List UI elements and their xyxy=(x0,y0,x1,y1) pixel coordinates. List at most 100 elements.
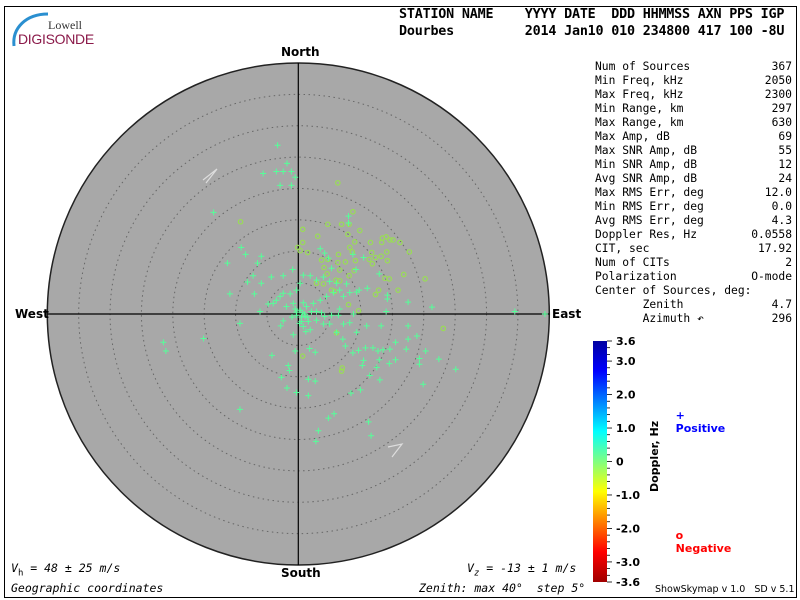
stats-row: Min SNR Amp, dB 12 xyxy=(595,158,792,172)
colorbar-tick-label: -3.0 xyxy=(616,556,640,569)
positive-source-point xyxy=(277,182,284,189)
negative-source-point xyxy=(383,249,390,255)
positive-source-point xyxy=(302,328,309,335)
positive-source-point xyxy=(380,346,387,353)
stats-label: Zenith xyxy=(595,298,684,311)
legend-negative: o Negative xyxy=(668,516,732,555)
positive-source-point xyxy=(376,356,383,363)
positive-source-point xyxy=(307,326,314,333)
stats-value: 24 xyxy=(778,172,792,185)
positive-source-point xyxy=(305,392,312,399)
positive-source-point xyxy=(356,287,363,294)
negative-source-point xyxy=(406,249,413,255)
positive-source-point xyxy=(236,406,243,413)
positive-source-point xyxy=(305,318,312,325)
stats-value: O-mode xyxy=(751,270,792,283)
negative-source-point xyxy=(390,237,396,243)
negative-source-point xyxy=(299,239,306,246)
logo-lowell-text: Lowell xyxy=(48,18,82,32)
stats-value: 17.92 xyxy=(757,242,792,255)
positive-source-point xyxy=(292,174,299,181)
positive-source-point xyxy=(297,307,304,314)
negative-source-point xyxy=(397,239,403,246)
negative-source-point xyxy=(375,287,382,293)
positive-source-point xyxy=(340,293,347,300)
positive-source-point xyxy=(313,317,320,324)
positive-source-point xyxy=(312,349,319,356)
positive-source-point xyxy=(365,418,372,425)
stats-label: Num of Sources xyxy=(595,60,691,73)
positive-source-point xyxy=(386,360,393,367)
header-values: Dourbes 2014 Jan10 010 234800 417 100 -8… xyxy=(399,24,785,39)
positive-source-point xyxy=(363,322,370,329)
positive-source-point xyxy=(416,355,423,362)
positive-source-point xyxy=(257,308,264,315)
positive-source-point xyxy=(335,312,342,319)
negative-source-point xyxy=(346,272,352,279)
negative-source-point xyxy=(335,251,342,258)
stats-label: Max Amp, dB xyxy=(595,130,670,143)
negative-source-point xyxy=(324,221,331,228)
stats-value: 12 xyxy=(778,158,792,171)
positive-source-point xyxy=(328,265,335,272)
positive-source-point xyxy=(348,390,355,397)
positive-source-point xyxy=(290,300,297,307)
positive-source-point xyxy=(405,299,412,306)
negative-source-point xyxy=(318,257,325,263)
negative-source-point xyxy=(367,239,374,246)
positive-source-point xyxy=(376,376,383,383)
stats-row: Polarization O-mode xyxy=(595,270,792,284)
positive-source-point xyxy=(277,322,284,329)
stats-value: 4.7 xyxy=(771,298,792,311)
stats-label: Max SNR Amp, dB xyxy=(595,144,698,157)
stats-value: 296 xyxy=(771,312,792,325)
negative-source-point xyxy=(383,234,389,240)
positive-source-point xyxy=(260,170,267,177)
positive-source-point xyxy=(304,314,311,321)
positive-source-point xyxy=(277,293,284,300)
positive-source-point xyxy=(422,348,429,355)
positive-source-point xyxy=(353,266,360,273)
positive-source-point xyxy=(357,386,364,393)
positive-source-point xyxy=(405,322,412,329)
positive-source-point xyxy=(313,277,320,284)
stats-row: Azimuth ↶ 296 xyxy=(595,312,792,326)
positive-source-point xyxy=(359,362,366,369)
positive-source-point xyxy=(274,142,281,149)
stats-row: CIT, sec 17.92 xyxy=(595,242,792,256)
stats-row: Center of Sources, deg: xyxy=(595,284,792,298)
positive-source-point xyxy=(320,321,327,328)
positive-source-point xyxy=(323,293,330,300)
positive-source-point xyxy=(336,287,343,294)
positive-source-point xyxy=(254,260,261,267)
positive-source-point xyxy=(416,361,423,368)
positive-source-point xyxy=(292,348,299,355)
positive-source-point xyxy=(244,278,251,285)
positive-source-point xyxy=(224,260,231,267)
stats-value: 0.0 xyxy=(771,200,792,213)
vh-symbol: V xyxy=(11,561,18,575)
stats-row: Min Range, km 297 xyxy=(595,102,792,116)
negative-source-point xyxy=(331,288,338,295)
positive-source-point xyxy=(435,356,442,363)
positive-source-point xyxy=(362,344,369,351)
stats-row: Max Freq, kHz 2300 xyxy=(595,88,792,102)
negative-source-point xyxy=(386,276,393,282)
positive-source-point xyxy=(308,308,315,315)
positive-source-point xyxy=(403,346,410,353)
east-label: East xyxy=(552,307,582,321)
positive-source-point xyxy=(342,343,349,350)
vertical-velocity: Vz = -13 ± 1 m/s xyxy=(467,561,576,578)
horizontal-velocity: Vh = 48 ± 25 m/s xyxy=(11,561,120,578)
colorbar-gradient xyxy=(593,341,607,582)
version-label: ShowSkymap v 1.0 SD v 5.1 xyxy=(655,584,795,595)
negative-source-point xyxy=(378,239,385,246)
positive-source-point xyxy=(300,323,307,330)
legend-positive: + Positive xyxy=(668,396,726,435)
north-label: North xyxy=(281,45,320,59)
positive-source-point xyxy=(288,168,295,175)
negative-source-point xyxy=(351,239,358,245)
positive-source-point xyxy=(307,272,314,279)
negative-source-point xyxy=(372,254,379,261)
positive-source-point xyxy=(360,357,367,364)
